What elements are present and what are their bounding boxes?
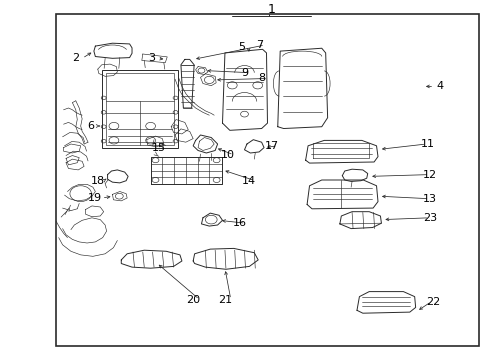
Text: 5: 5 xyxy=(238,42,245,52)
Text: 7: 7 xyxy=(255,40,262,50)
Bar xyxy=(105,73,173,145)
Bar xyxy=(56,14,478,346)
Text: 18: 18 xyxy=(91,176,104,186)
Text: 22: 22 xyxy=(425,297,439,307)
Text: 13: 13 xyxy=(423,194,436,204)
Text: 16: 16 xyxy=(232,218,246,228)
Text: 14: 14 xyxy=(242,176,256,186)
Text: 19: 19 xyxy=(88,193,102,203)
Text: 3: 3 xyxy=(148,53,155,63)
Text: 2: 2 xyxy=(72,53,79,63)
Text: 8: 8 xyxy=(258,73,264,84)
Text: 15: 15 xyxy=(152,143,165,153)
Text: 20: 20 xyxy=(186,294,200,305)
Text: 17: 17 xyxy=(264,141,278,151)
Text: 9: 9 xyxy=(241,68,247,78)
Text: 21: 21 xyxy=(218,294,231,305)
Text: 11: 11 xyxy=(420,139,434,149)
Text: 10: 10 xyxy=(220,150,234,160)
Text: 4: 4 xyxy=(436,81,443,91)
Text: 6: 6 xyxy=(87,121,94,131)
Text: 1: 1 xyxy=(267,3,275,15)
Bar xyxy=(102,70,177,148)
Text: 12: 12 xyxy=(423,170,436,180)
Text: 23: 23 xyxy=(423,213,436,223)
